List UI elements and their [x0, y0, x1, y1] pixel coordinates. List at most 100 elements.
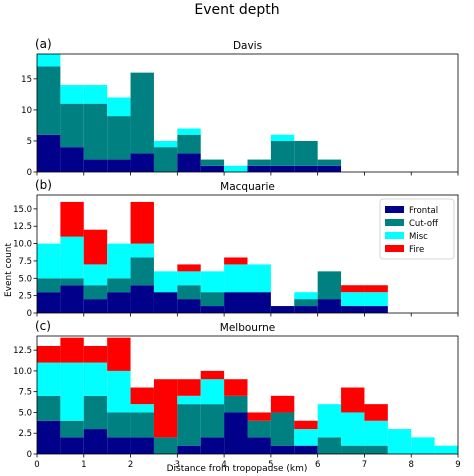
bar-misc-bin-14 — [364, 420, 388, 446]
legend-label-misc: Misc — [409, 232, 428, 242]
y-tick-label: 15 — [21, 75, 32, 85]
bar-misc-bin-13 — [341, 292, 365, 307]
bar-fire-bin-1 — [60, 201, 84, 237]
bar-cutoff-bin-10 — [270, 140, 295, 166]
bar-frontal-bin-4 — [130, 153, 154, 172]
bar-frontal-bin-3 — [107, 159, 131, 172]
bar-fire-bin-6 — [177, 264, 201, 272]
panel-frame — [36, 53, 459, 173]
bar-cutoff-bin-6 — [177, 404, 201, 446]
y-tick-label: 10.0 — [13, 367, 32, 377]
bar-frontal-bin-2 — [83, 159, 108, 172]
bar-frontal-bin-6 — [177, 153, 201, 172]
bar-cutoff-bin-3 — [107, 116, 131, 160]
bar-frontal-bin-6 — [177, 299, 201, 313]
bar-fire-bin-11 — [294, 420, 318, 430]
bar-frontal-bin-2 — [83, 429, 108, 454]
bar-misc-bin-7 — [200, 379, 225, 405]
bar-misc-bin-4 — [130, 243, 154, 258]
panel-0: 0 5 10 15 (a) Davis — [21, 37, 459, 178]
bar-misc-bin-1 — [60, 362, 84, 421]
legend-swatch-fire — [385, 245, 404, 252]
bar-misc-bin-16 — [411, 437, 435, 454]
y-tick-label: 10.0 — [13, 240, 32, 250]
bar-cutoff-bin-6 — [177, 285, 201, 300]
y-tick-label: 2.5 — [18, 429, 32, 439]
bar-cutoff-bin-3 — [107, 412, 131, 438]
x-tick-label: 4 — [221, 460, 226, 470]
bar-cutoff-bin-4 — [130, 257, 154, 286]
bar-cutoff-bin-12 — [317, 437, 342, 454]
bar-cutoff-bin-1 — [60, 103, 84, 148]
y-tick-label: 0 — [27, 309, 32, 319]
bar-cutoff-bin-5 — [153, 147, 178, 172]
bar-cutoff-bin-7 — [200, 159, 225, 166]
y-tick-label: 2.5 — [18, 292, 32, 302]
bar-frontal-bin-1 — [60, 147, 84, 172]
bar-frontal-bin-10 — [270, 445, 295, 454]
bar-cutoff-bin-8 — [224, 395, 248, 413]
bar-frontal-bin-9 — [247, 292, 271, 313]
bar-fire-bin-6 — [177, 379, 201, 396]
panel-label: (b) — [35, 178, 52, 192]
bar-frontal-bin-1 — [60, 285, 84, 313]
bar-cutoff-bin-11 — [294, 299, 318, 307]
bar-misc-bin-11 — [294, 292, 318, 300]
bar-frontal-bin-11 — [294, 165, 318, 172]
bar-misc-bin-1 — [60, 236, 84, 279]
y-tick-label: 7.5 — [18, 388, 32, 398]
legend-label-fire: Fire — [409, 245, 424, 255]
panel-frame — [36, 194, 459, 314]
bar-frontal-bin-12 — [317, 165, 342, 172]
bar-fire-bin-3 — [107, 337, 131, 371]
bar-fire-bin-1 — [60, 337, 84, 363]
panel-title: Melbourne — [220, 322, 275, 334]
bar-frontal-bin-2 — [83, 299, 108, 313]
bar-cutoff-bin-2 — [83, 395, 108, 430]
panel-2: 0 2.5 5.0 7.5 10.0 12.5 0 1 2 3 4 5 6 7 8 9 (c) Melbourne — [13, 319, 461, 470]
bar-misc-bin-13 — [341, 412, 365, 446]
bar-fire-bin-14 — [364, 404, 388, 421]
x-tick-label: 2 — [128, 460, 133, 470]
bar-misc-bin-0 — [37, 362, 61, 396]
bar-misc-bin-4 — [130, 404, 154, 413]
bar-fire-bin-9 — [247, 412, 271, 421]
bar-cutoff-bin-1 — [60, 420, 84, 438]
bar-frontal-bin-7 — [200, 306, 225, 313]
bar-misc-bin-6 — [177, 128, 201, 135]
bar-misc-bin-6 — [177, 271, 201, 286]
panel-1: 0 2.5 5.0 7.5 10.0 12.5 15.0 (b) Macquarie — [13, 178, 459, 319]
bar-cutoff-bin-14 — [364, 445, 388, 454]
bar-frontal-bin-10 — [270, 165, 295, 172]
bar-misc-bin-9 — [247, 264, 271, 293]
bar-misc-bin-2 — [83, 362, 108, 396]
y-tick-label: 12.5 — [13, 346, 32, 356]
bar-cutoff-bin-4 — [130, 72, 154, 154]
bar-misc-bin-3 — [107, 97, 131, 117]
bar-frontal-bin-0 — [37, 292, 61, 313]
x-axis-label: Distance from tropopause (km) — [167, 464, 308, 474]
bar-frontal-bin-13 — [341, 306, 365, 313]
bar-cutoff-bin-0 — [37, 66, 61, 135]
bar-cutoff-bin-7 — [200, 292, 225, 307]
y-tick-label: 5.0 — [18, 408, 32, 418]
bar-frontal-bin-7 — [200, 165, 225, 172]
bar-misc-bin-12 — [317, 404, 342, 438]
x-tick-label: 6 — [315, 460, 320, 470]
bar-fire-bin-2 — [83, 229, 108, 265]
bar-cutoff-bin-1 — [60, 278, 84, 286]
x-tick-label: 8 — [409, 460, 414, 470]
bar-frontal-bin-5 — [153, 292, 178, 313]
panel-frame — [36, 335, 459, 455]
x-tick-label: 5 — [268, 460, 273, 470]
bar-fire-bin-2 — [83, 345, 108, 363]
bar-misc-bin-11 — [294, 429, 318, 446]
bar-cutoff-bin-9 — [247, 159, 271, 166]
bar-misc-bin-10 — [270, 134, 295, 141]
bar-misc-bin-8 — [224, 165, 248, 172]
bar-cutoff-bin-12 — [317, 271, 342, 300]
panel-label: (c) — [35, 319, 51, 333]
bar-misc-bin-5 — [153, 271, 178, 293]
legend-swatch-misc — [385, 232, 404, 239]
